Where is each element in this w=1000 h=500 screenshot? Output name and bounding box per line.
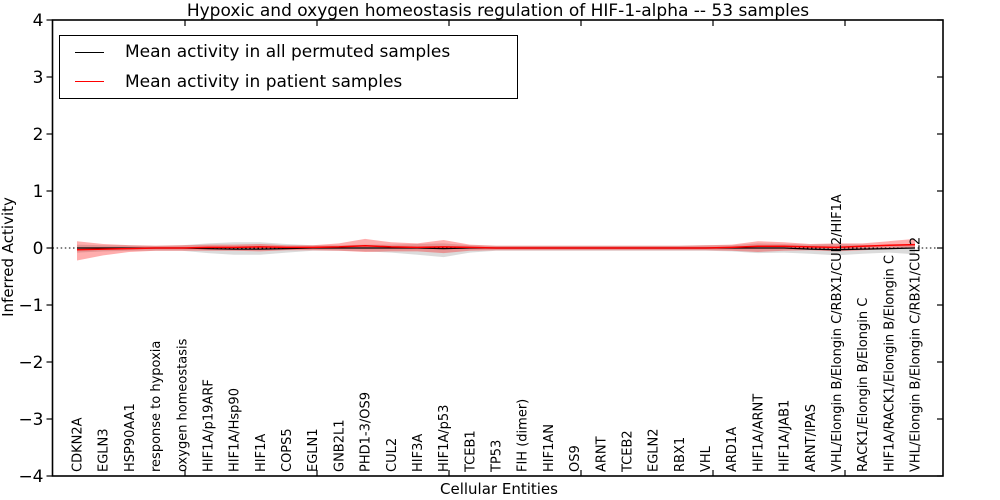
x-tick-label: HIF1A/p19ARF: [201, 379, 216, 472]
x-tick-label: TCEB1: [463, 430, 478, 473]
x-tick-label: response to hypoxia: [149, 341, 164, 472]
x-tick-label: oxygen homeostasis: [175, 338, 190, 472]
patient-mean-line: [76, 243, 916, 251]
x-tick-label: EGLN3: [97, 428, 112, 472]
x-tick-label: ARD1A: [725, 427, 740, 472]
x-tick-label: RBX1: [673, 437, 688, 472]
x-tick-label: VHL/Elongin B/Elongin C/RBX1/CUL2: [909, 237, 924, 472]
x-tick-label: VHL/Elongin B/Elongin C/RBX1/CUL2/HIF1A: [830, 194, 845, 472]
x-tick-label: HIF1A/ARNT: [751, 394, 766, 472]
patient-std-band: [77, 238, 915, 261]
x-tick-label: FIH (dimer): [516, 399, 531, 472]
legend: Mean activity in all permuted samples Me…: [59, 35, 518, 99]
y-tick-label: 0: [33, 239, 44, 259]
x-tick-label: CDKN2A: [71, 417, 86, 472]
permuted-std-band: [77, 242, 915, 258]
x-tick-label: TP53: [490, 440, 505, 473]
permuted-line-swatch-icon: [75, 51, 104, 53]
x-tick-label: CUL2: [385, 438, 400, 472]
plot-generated-content: 4 3 2 1 0 −1 −2 −3 −4 CDKN2A EGLN3 HSP90AA1 response…: [18, 11, 944, 487]
x-tick-label: EGLN2: [647, 428, 662, 472]
x-tick-label: HIF1AN: [542, 424, 557, 472]
patient-line-swatch-icon: [75, 81, 104, 83]
legend-entry-permuted: Mean activity in all permuted samples: [75, 39, 517, 65]
x-tick-label: HSP90AA1: [123, 403, 138, 472]
y-tick-label: −4: [18, 467, 43, 487]
x-tick-label: HIF1A/RACK1/Elongin B/Elongin C: [882, 255, 897, 472]
x-tick-label: HIF1A/p53: [437, 405, 452, 472]
x-tick-label: HIF1A: [254, 434, 269, 472]
y-tick-label: 2: [33, 125, 44, 145]
legend-label-patient: Mean activity in patient samples: [125, 71, 403, 92]
y-tick-label: −3: [18, 410, 43, 430]
x-tick-label: OS9: [568, 445, 583, 472]
legend-label-permuted: Mean activity in all permuted samples: [125, 42, 451, 63]
y-tick-label: 3: [33, 68, 44, 88]
x-tick-label: HIF3A: [411, 434, 426, 472]
y-axis-title: Inferred Activity: [0, 197, 17, 317]
x-tick-label: RACK1/Elongin B/Elongin C: [856, 298, 871, 472]
x-tick-label: EGLN1: [306, 428, 321, 472]
x-axis-title: Cellular Entities: [440, 480, 558, 498]
x-tick-label: VHL: [699, 445, 714, 472]
x-tick-label: HIF1A/JAB1: [778, 400, 793, 472]
x-tick-label: COPS5: [280, 428, 295, 472]
x-tick-label: HIF1A/Hsp90: [228, 388, 243, 472]
x-tick-label: ARNT/IPAS: [804, 404, 819, 472]
x-tick-label: ARNT: [594, 436, 609, 472]
y-tick-label: 1: [33, 182, 44, 202]
x-tick-label: TCEB2: [620, 430, 635, 473]
y-tick-label: −1: [18, 296, 43, 316]
y-tick-label: −2: [18, 353, 43, 373]
x-tick-label: PHD1-3/OS9: [359, 392, 374, 472]
chart-title: Hypoxic and oxygen homeostasis regulatio…: [187, 1, 809, 21]
legend-entry-patient: Mean activity in patient samples: [75, 69, 517, 95]
x-tick-label: GNB2L1: [332, 419, 347, 472]
y-tick-label: 4: [33, 11, 44, 31]
